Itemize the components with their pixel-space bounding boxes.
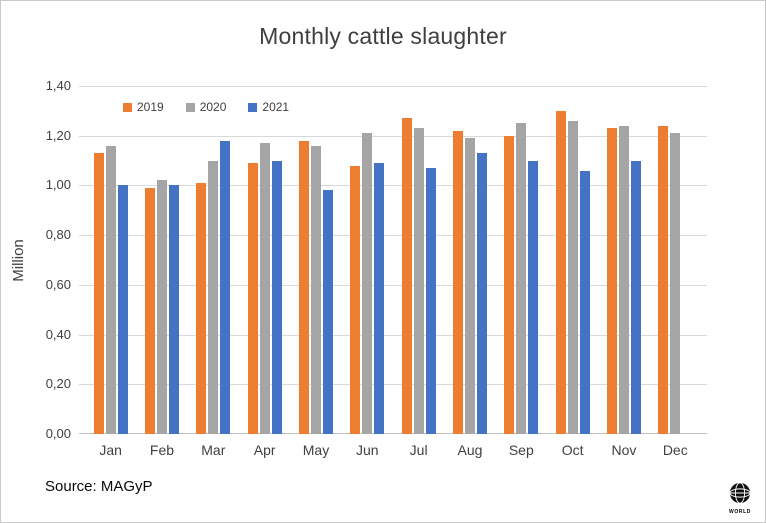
y-axis-title: Million bbox=[9, 238, 27, 282]
bar-2019-dec bbox=[658, 125, 669, 434]
bar-2020-mar bbox=[208, 160, 219, 434]
x-tick-label-sep: Sep bbox=[508, 442, 534, 458]
bar-2020-jun bbox=[362, 133, 373, 434]
bar-2021-oct bbox=[579, 170, 590, 434]
bar-2019-feb bbox=[144, 187, 155, 434]
plot-area: 2019 2020 2021 bbox=[79, 86, 707, 434]
y-axis-title-column: Million bbox=[1, 86, 35, 434]
legend: 2019 2020 2021 bbox=[123, 100, 289, 114]
bar-2020-nov bbox=[618, 125, 629, 434]
bar-2021-nov bbox=[630, 160, 641, 434]
bar-group-may bbox=[290, 86, 341, 434]
bar-group-dec bbox=[650, 86, 701, 434]
bar-group-sep bbox=[496, 86, 547, 434]
x-tick-label-jan: Jan bbox=[99, 442, 122, 458]
bar-2021-sep bbox=[528, 160, 539, 434]
legend-swatch-2020 bbox=[185, 102, 195, 112]
x-axis-labels: Jan Feb Mar Apr May Jun Jul Aug Sep Oct Nov Dec bbox=[79, 442, 707, 458]
bar-group-jun bbox=[342, 86, 393, 434]
bar-2019-nov bbox=[606, 128, 617, 434]
bar-2019-oct bbox=[555, 110, 566, 434]
bar-2021-jan bbox=[117, 185, 128, 434]
x-tick-label-nov: Nov bbox=[611, 442, 637, 458]
bar-2020-dec bbox=[670, 133, 681, 434]
logo-text: WORLD bbox=[729, 509, 751, 515]
bar-2019-jul bbox=[401, 118, 412, 434]
legend-item-2020: 2020 bbox=[185, 100, 227, 114]
x-tick-label-jun: Jun bbox=[356, 442, 379, 458]
bar-group-apr bbox=[239, 86, 290, 434]
legend-label-2019: 2019 bbox=[137, 100, 164, 114]
bar-2021-jun bbox=[374, 163, 385, 434]
source-note: Source: MAGyP bbox=[45, 478, 153, 495]
gridline bbox=[79, 334, 707, 336]
globe-icon bbox=[729, 482, 751, 509]
bar-2021-aug bbox=[476, 153, 487, 434]
bar-2019-apr bbox=[247, 163, 258, 434]
bar-group-mar bbox=[188, 86, 239, 434]
bar-2020-apr bbox=[259, 143, 270, 434]
y-tick-label: 1,00 bbox=[45, 177, 71, 193]
bar-2019-sep bbox=[504, 135, 515, 434]
bar-2020-oct bbox=[567, 120, 578, 434]
y-tick-label: 1,20 bbox=[45, 127, 71, 143]
x-tick-label-may: May bbox=[302, 442, 330, 458]
bar-2021-apr bbox=[271, 160, 282, 434]
bar-group-oct bbox=[547, 86, 598, 434]
gridline bbox=[79, 235, 707, 237]
x-tick-label-mar: Mar bbox=[201, 442, 226, 458]
bar-2021-feb bbox=[168, 185, 179, 434]
y-tick-label: 0,80 bbox=[45, 227, 71, 243]
y-tick-label: 1,40 bbox=[45, 78, 71, 93]
x-tick-label-aug: Aug bbox=[457, 442, 483, 458]
bar-2019-jan bbox=[93, 153, 104, 434]
bar-group-nov bbox=[598, 86, 649, 434]
legend-label-2021: 2021 bbox=[262, 100, 290, 114]
x-axis-line bbox=[79, 433, 707, 434]
y-tick-label: 0,60 bbox=[45, 276, 71, 292]
bar-group-aug bbox=[444, 86, 495, 434]
bar-2021-may bbox=[322, 190, 333, 434]
gridline bbox=[79, 185, 707, 187]
bar-2021-jul bbox=[425, 168, 436, 434]
legend-item-2019: 2019 bbox=[123, 100, 164, 114]
bar-2021-mar bbox=[220, 140, 231, 434]
gridline bbox=[79, 284, 707, 286]
publisher-logo: WORLD bbox=[729, 482, 751, 515]
bar-2020-feb bbox=[156, 180, 167, 434]
y-axis-ticks: 0,00 0,20 0,40 0,60 0,80 1,00 1,20 1,40 bbox=[35, 78, 79, 441]
x-tick-label-jul: Jul bbox=[409, 442, 428, 458]
gridline bbox=[79, 384, 707, 386]
bar-2019-aug bbox=[452, 130, 463, 434]
y-tick-label: 0,20 bbox=[45, 376, 71, 392]
bar-group-feb bbox=[136, 86, 187, 434]
bar-2020-may bbox=[310, 145, 321, 434]
bar-2020-sep bbox=[516, 123, 527, 434]
bar-group-jul bbox=[393, 86, 444, 434]
legend-swatch-2019 bbox=[123, 102, 132, 112]
legend-label-2020: 2020 bbox=[199, 100, 227, 114]
x-tick-label-feb: Feb bbox=[149, 442, 175, 458]
bar-2020-aug bbox=[464, 138, 475, 434]
bar-2019-jun bbox=[350, 165, 361, 434]
gridline bbox=[79, 135, 707, 137]
x-tick-label-apr: Apr bbox=[253, 442, 276, 458]
y-tick-label: 0,40 bbox=[45, 326, 71, 342]
x-tick-label-oct: Oct bbox=[561, 442, 584, 458]
bar-groups bbox=[79, 86, 707, 434]
legend-item-2021: 2021 bbox=[248, 100, 289, 114]
bar-2019-may bbox=[298, 140, 309, 434]
bar-group-jan bbox=[85, 86, 136, 434]
legend-swatch-2021 bbox=[248, 102, 258, 112]
bar-2020-jul bbox=[413, 128, 424, 434]
y-tick-label: 0,00 bbox=[45, 426, 71, 441]
chart-area: Million 0,00 0,20 0,40 0,60 0,80 1,00 1,20 1,40… bbox=[1, 78, 707, 441]
bar-2019-mar bbox=[196, 182, 207, 434]
bar-2020-jan bbox=[105, 145, 116, 434]
chart-title: Monthly cattle slaughter bbox=[259, 23, 507, 49]
gridline bbox=[79, 86, 707, 87]
x-tick-label-dec: Dec bbox=[662, 442, 688, 458]
